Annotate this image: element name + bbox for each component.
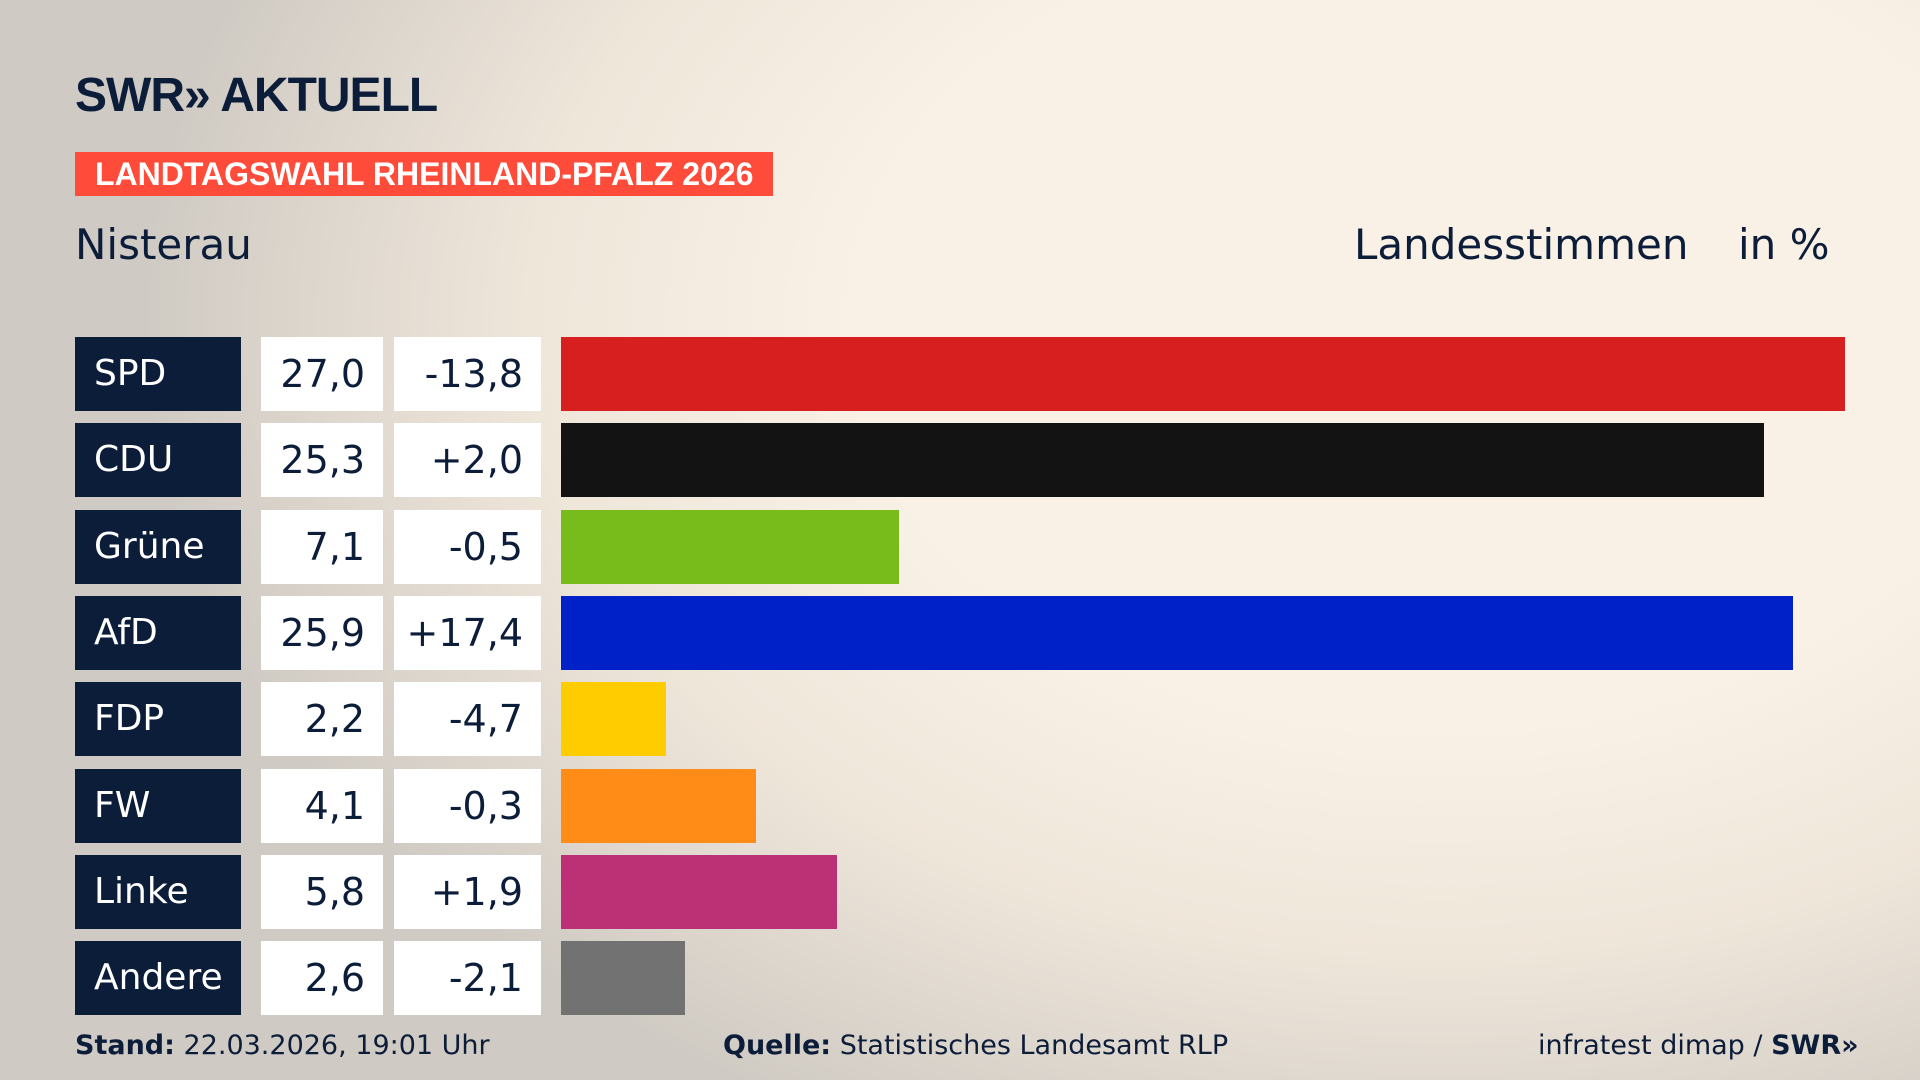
change-label: -0,3 xyxy=(394,768,541,843)
value-label: 7,1 xyxy=(261,509,383,584)
election-banner: LANDTAGSWAHL RHEINLAND-PFALZ 2026 xyxy=(75,152,774,196)
change-label: -2,1 xyxy=(394,941,541,1016)
bar-andere xyxy=(561,941,685,1016)
value-label: 5,8 xyxy=(261,854,383,929)
bar-spd xyxy=(561,337,1845,411)
change-label: -0,5 xyxy=(394,509,541,584)
party-label: FW xyxy=(75,768,241,843)
value-label: 2,2 xyxy=(261,682,383,757)
party-label: AfD xyxy=(75,595,241,670)
unit-label: in % xyxy=(1738,220,1830,269)
value-label: 4,1 xyxy=(261,768,383,843)
bar-afd xyxy=(561,595,1793,670)
stand-label: Stand: xyxy=(75,1030,175,1061)
bar-linke xyxy=(561,854,837,929)
timestamp: Stand: 22.03.2026, 19:01 Uhr xyxy=(75,1030,490,1061)
change-label: -4,7 xyxy=(394,682,541,757)
value-label: 25,9 xyxy=(261,595,383,670)
source: Quelle: Statistisches Landesamt RLP xyxy=(723,1030,1228,1061)
region-title: Nisterau xyxy=(75,220,252,269)
party-label: Andere xyxy=(75,941,241,1016)
bar-cdu xyxy=(561,423,1765,498)
source-value: Statistisches Landesamt RLP xyxy=(839,1030,1229,1061)
change-label: +2,0 xyxy=(394,423,541,498)
credit: infratest dimap / SWR» xyxy=(1538,1030,1859,1061)
measure-label: Landesstimmen xyxy=(1354,220,1689,269)
swr-logo-small: SWR» xyxy=(1771,1030,1859,1061)
change-label: +17,4 xyxy=(394,595,541,670)
bar-fw xyxy=(561,768,756,843)
bar-grüne xyxy=(561,509,899,584)
change-label: -13,8 xyxy=(394,337,541,411)
source-label: Quelle: xyxy=(723,1030,832,1061)
credit-text: infratest dimap / xyxy=(1538,1030,1772,1061)
value-label: 25,3 xyxy=(261,423,383,498)
change-label: +1,9 xyxy=(394,854,541,929)
party-label: SPD xyxy=(75,337,241,411)
value-label: 2,6 xyxy=(261,941,383,1016)
party-label: CDU xyxy=(75,423,241,498)
bar-fdp xyxy=(561,682,666,757)
party-label: Grüne xyxy=(75,509,241,584)
party-label: Linke xyxy=(75,854,241,929)
party-label: FDP xyxy=(75,682,241,757)
value-label: 27,0 xyxy=(261,337,383,411)
stand-value: 22.03.2026, 19:01 Uhr xyxy=(183,1030,490,1061)
swr-aktuell-logo: SWR» AKTUELL xyxy=(75,69,438,122)
